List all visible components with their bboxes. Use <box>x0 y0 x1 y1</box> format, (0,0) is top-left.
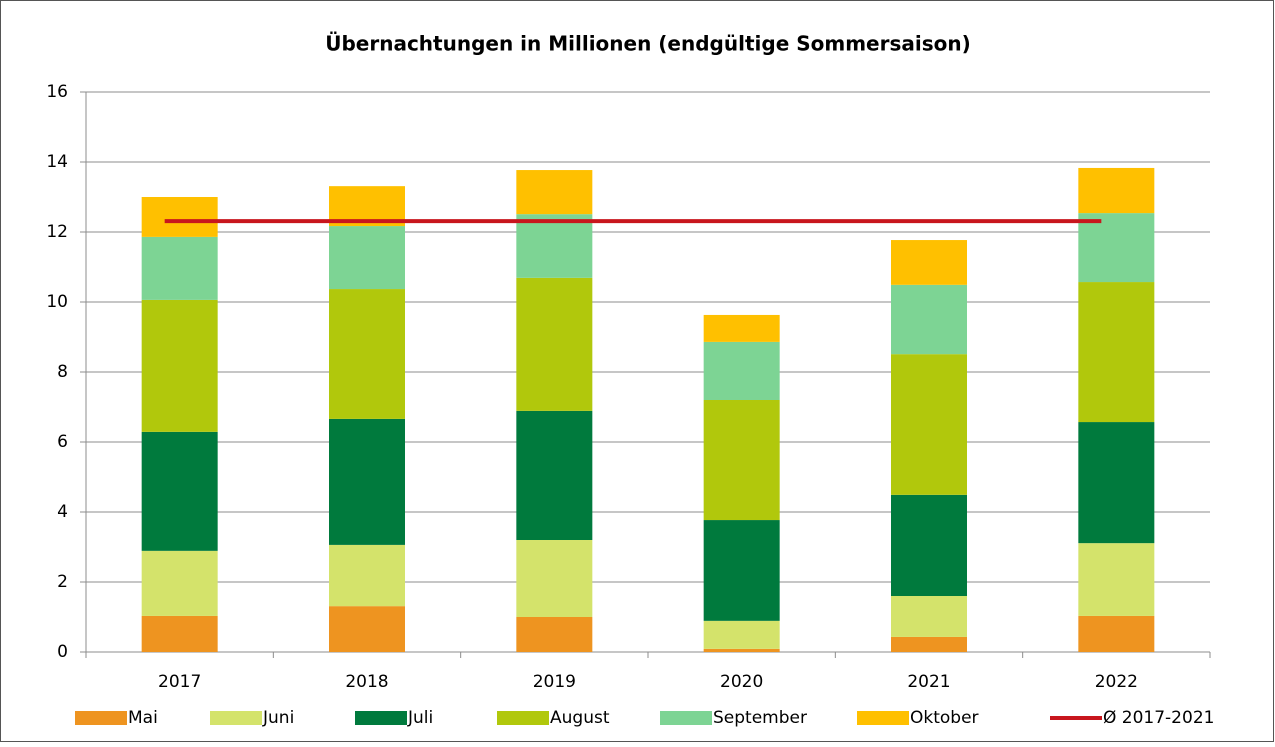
bar-segment <box>703 620 780 649</box>
bar-segment <box>1078 282 1155 423</box>
bar-segment <box>329 544 405 607</box>
legend-label: Juni <box>262 708 294 728</box>
legend-swatch <box>660 711 712 725</box>
legend-label: Juli <box>407 708 433 728</box>
y-tick-label: 12 <box>46 222 68 242</box>
bar-segment <box>891 284 967 355</box>
legend-label: August <box>550 708 610 728</box>
bar-segment <box>516 410 593 540</box>
y-tick-label: 4 <box>57 502 68 522</box>
bar-segment <box>891 596 967 637</box>
legend-label: Ø 2017-2021 <box>1103 708 1214 728</box>
y-tick-label: 8 <box>57 362 68 382</box>
bar-segment <box>516 277 593 411</box>
y-tick-label: 16 <box>46 82 68 102</box>
bar-segment <box>141 615 218 652</box>
x-tick-label: 2020 <box>720 672 763 692</box>
bar-segment <box>1078 422 1155 544</box>
chart-title: Übernachtungen in Millionen (endgültige … <box>325 32 971 56</box>
bar-segment <box>1078 213 1155 283</box>
legend-swatch <box>75 711 127 725</box>
bar-segment <box>891 636 967 652</box>
bar-segment <box>516 540 593 617</box>
bar-segment <box>703 520 780 621</box>
x-tick-label: 2022 <box>1095 672 1138 692</box>
y-tick-label: 0 <box>57 642 68 662</box>
bar-segment <box>329 418 405 545</box>
bar-segment <box>141 550 218 616</box>
bar-segment <box>1078 615 1155 652</box>
bar-segment <box>516 170 593 215</box>
bar-segment <box>1078 167 1155 214</box>
legend-swatch <box>497 711 549 725</box>
bar-segment <box>141 299 218 432</box>
bar-segment <box>329 289 405 419</box>
bar-segment <box>141 431 218 551</box>
bar-segment <box>516 214 593 278</box>
legend-label: Oktober <box>910 708 979 728</box>
legend-swatch <box>857 711 909 725</box>
bar-segment <box>1078 543 1155 616</box>
x-tick-label: 2017 <box>158 672 201 692</box>
y-tick-label: 2 <box>57 572 68 592</box>
legend-label: Mai <box>128 708 158 728</box>
bar-segment <box>891 240 967 285</box>
bar-segment <box>516 617 593 652</box>
legend-swatch <box>210 711 262 725</box>
bar-segment <box>703 648 780 652</box>
bar-segment <box>141 236 218 300</box>
legend-label: September <box>713 708 807 728</box>
bar-segment <box>329 606 405 652</box>
x-tick-label: 2018 <box>345 672 388 692</box>
bar-segment <box>891 354 967 495</box>
bar-segment <box>703 400 780 521</box>
bar-segment <box>703 314 780 342</box>
x-tick-label: 2021 <box>907 672 950 692</box>
y-tick-label: 6 <box>57 432 68 452</box>
y-tick-label: 14 <box>46 152 68 172</box>
bar-segment <box>703 341 780 400</box>
legend-swatch <box>355 711 407 725</box>
bar-segment <box>891 494 967 596</box>
bar-segment <box>141 197 218 237</box>
x-tick-label: 2019 <box>533 672 576 692</box>
bar-segment <box>329 226 405 290</box>
y-tick-label: 10 <box>46 292 68 312</box>
